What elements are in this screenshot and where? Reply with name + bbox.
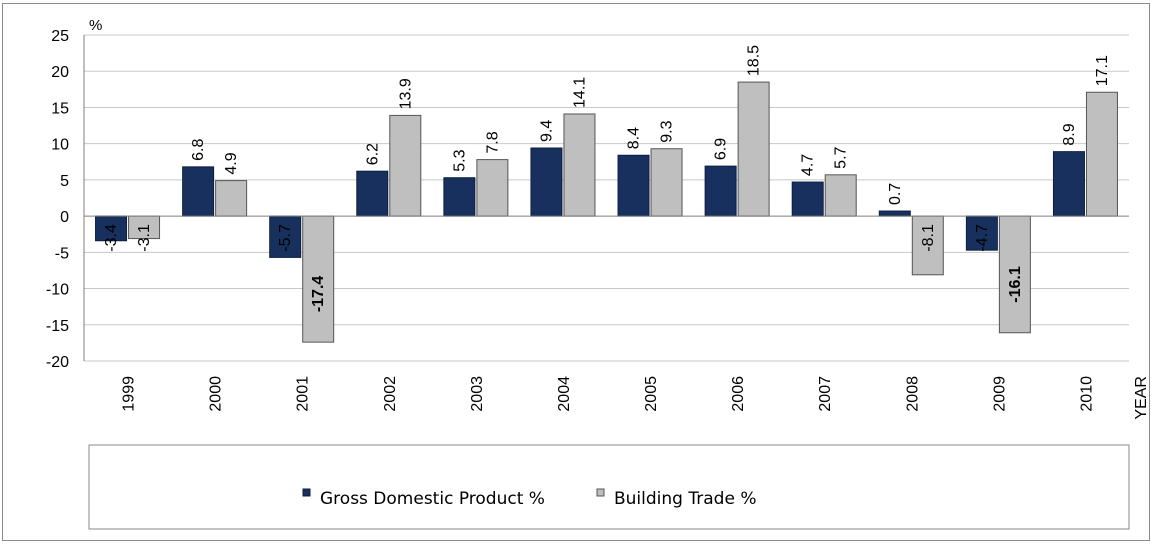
x-tick-label: 2003 bbox=[469, 376, 486, 412]
data-label: 17.1 bbox=[1094, 55, 1111, 86]
y-tick-label: 15 bbox=[51, 100, 69, 117]
y-tick-label: 5 bbox=[60, 173, 69, 190]
building-trade-legend-label: Building Trade % bbox=[614, 489, 756, 509]
data-label: 0.7 bbox=[887, 183, 904, 205]
data-label: 9.3 bbox=[659, 120, 676, 142]
data-label: -3.4 bbox=[103, 224, 120, 252]
y-tick-label: -10 bbox=[46, 282, 69, 299]
gdp-bar bbox=[443, 177, 476, 217]
y-tick-label: 20 bbox=[51, 64, 69, 81]
data-label: 7.8 bbox=[484, 131, 501, 153]
gdp-legend-swatch bbox=[302, 488, 311, 497]
data-label: 5.7 bbox=[833, 146, 850, 168]
y-axis-ticks: 25 20 15 10 5 0 -5 -10 -15 -20 bbox=[46, 28, 69, 371]
x-tick-label: 2009 bbox=[991, 376, 1008, 412]
data-label: 9.4 bbox=[538, 120, 555, 142]
gdp-bar bbox=[965, 215, 998, 251]
bar-chart: 25 20 15 10 5 0 -5 -10 -15 -20 -3.4 -3.1 6.8 4.9 -5.7… bbox=[46, 17, 1150, 530]
data-label: 8.9 bbox=[1061, 123, 1078, 145]
building-trade-bar bbox=[998, 215, 1031, 334]
x-tick-label: 2010 bbox=[1078, 376, 1095, 412]
gdp-bar bbox=[617, 154, 650, 217]
gdp-bar bbox=[1052, 151, 1085, 217]
x-tick-label: 2005 bbox=[643, 376, 660, 412]
gdp-legend-label: Gross Domestic Product % bbox=[320, 489, 545, 509]
data-label: 6.9 bbox=[713, 138, 730, 160]
data-label: -16.1 bbox=[1007, 266, 1024, 303]
chart-frame: 25 20 15 10 5 0 -5 -10 -15 -20 -3.4 -3.1 6.8 4.9 -5.7… bbox=[2, 3, 1150, 541]
gdp-bar bbox=[791, 181, 824, 217]
x-axis-title: YEAR bbox=[1133, 376, 1150, 420]
y-tick-label: 25 bbox=[51, 28, 69, 45]
data-label: 6.8 bbox=[190, 139, 207, 161]
x-tick-label: 2007 bbox=[817, 376, 834, 412]
data-label: 13.9 bbox=[397, 78, 414, 109]
y-tick-label: -15 bbox=[46, 318, 69, 335]
gdp-bar bbox=[530, 147, 563, 217]
x-tick-label: 2004 bbox=[556, 376, 573, 412]
data-labels: -3.4 -3.1 6.8 4.9 -5.7 -17.4 6.2 13.9 5.3 7.8 9.4 1… bbox=[103, 45, 1111, 312]
data-label: -17.4 bbox=[310, 276, 327, 313]
building-trade-bar bbox=[563, 113, 596, 217]
x-tick-label: 2002 bbox=[382, 376, 399, 412]
data-label: 14.1 bbox=[571, 77, 588, 108]
y-axis-unit-label: % bbox=[89, 17, 102, 34]
gdp-bar bbox=[356, 170, 389, 217]
data-label: 5.3 bbox=[451, 149, 468, 171]
x-tick-label: 2008 bbox=[904, 376, 921, 412]
building-trade-legend-swatch bbox=[596, 488, 605, 497]
data-label: 4.9 bbox=[223, 152, 240, 174]
data-label: -5.7 bbox=[277, 224, 294, 252]
building-trade-bar bbox=[1085, 91, 1118, 217]
building-trade-bar bbox=[650, 148, 683, 217]
gdp-bar bbox=[182, 166, 215, 217]
data-label: -3.1 bbox=[136, 224, 153, 252]
gdp-bar bbox=[878, 210, 911, 217]
y-tick-label: 0 bbox=[60, 209, 69, 226]
data-label: 4.7 bbox=[800, 154, 817, 176]
y-tick-label: 10 bbox=[51, 137, 69, 154]
building-trade-bar bbox=[737, 81, 770, 217]
x-tick-label: 2001 bbox=[295, 376, 312, 412]
gridlines bbox=[84, 34, 1129, 362]
x-tick-label: 1999 bbox=[121, 376, 138, 412]
y-tick-label: -5 bbox=[55, 245, 69, 262]
data-label: 8.4 bbox=[626, 127, 643, 149]
legend: Gross Domestic Product % Building Trade % bbox=[302, 488, 756, 509]
x-tick-label: 2006 bbox=[730, 376, 747, 412]
building-trade-bar bbox=[389, 114, 422, 217]
data-label: 6.2 bbox=[364, 143, 381, 165]
building-trade-bar bbox=[824, 174, 857, 217]
data-label: -8.1 bbox=[920, 224, 937, 252]
building-trade-bar bbox=[215, 180, 248, 217]
data-label: 18.5 bbox=[746, 45, 763, 76]
gdp-bar bbox=[704, 165, 737, 217]
data-label: -4.7 bbox=[974, 224, 991, 252]
x-tick-label: 2000 bbox=[208, 376, 225, 412]
legend-box bbox=[88, 444, 1130, 530]
x-axis-ticks: 1999 2000 2001 2002 2003 2004 2005 2006 2007 2008… bbox=[121, 376, 1096, 412]
y-tick-label: -20 bbox=[46, 354, 69, 371]
building-trade-bar bbox=[476, 159, 509, 217]
bars bbox=[95, 81, 1118, 343]
